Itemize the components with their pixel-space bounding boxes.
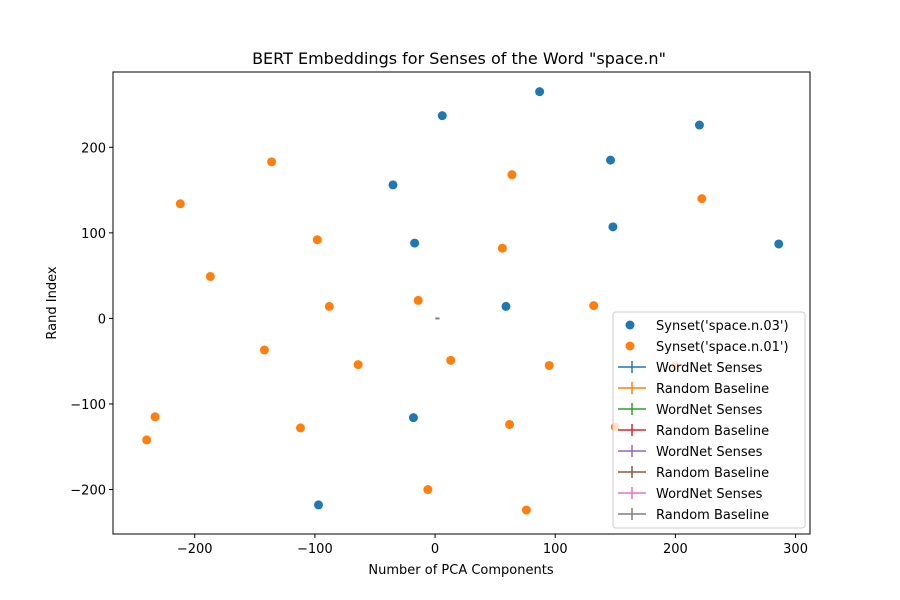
data-point-series-1 [353,360,363,370]
data-point-series-1 [505,419,515,429]
data-point-series-0 [501,301,511,311]
y-tick-label: 200 [81,141,106,156]
data-point-series-0 [408,413,418,423]
data-point-series-1 [507,170,517,180]
data-point-series-0 [437,111,447,121]
data-point-series-1 [205,271,215,281]
legend-label-series-8: WordNet Senses [656,487,763,502]
data-point-series-1 [413,295,423,305]
legend-label-series-0: Synset('space.n.03') [656,319,789,334]
x-tick-label: 0 [431,542,439,557]
y-tick-label: −200 [70,484,106,499]
data-point-series-1 [544,360,554,370]
data-point-series-1 [423,485,433,495]
data-point-series-1 [142,435,152,445]
data-point-series-0 [535,87,545,97]
data-point-series-1 [312,235,322,245]
chart-title: BERT Embeddings for Senses of the Word "… [252,49,666,68]
legend-label-series-7: Random Baseline [656,466,769,481]
data-point-series-1 [521,505,531,515]
legend-label-series-1: Synset('space.n.01') [656,340,789,355]
plot-frame [112,71,811,535]
legend-label-series-2: WordNet Senses [656,361,763,376]
data-point-series-1 [697,194,707,204]
data-point-series-0 [774,239,784,249]
y-tick-label: 0 [98,312,106,327]
x-tick-label: 200 [663,542,688,557]
x-axis-label: Number of PCA Components [368,563,553,578]
data-point-series-1 [497,243,507,253]
data-point-series-1 [259,345,269,355]
legend-label-series-6: WordNet Senses [656,445,763,460]
data-point-series-1 [446,355,456,365]
legend: Synset('space.n.03') Synset('space.n.01')… [612,311,806,529]
axes: −200 −100 0 100 200 300 −200 −100 0 100 200 [70,141,808,557]
data-point-series-1 [150,412,160,422]
legend-label-series-4: WordNet Senses [656,403,763,418]
data-point-series-1 [324,301,334,311]
y-tick-label: 100 [81,227,106,242]
x-tick-label: −200 [177,542,213,557]
y-axis-label: Rand Index [45,266,60,339]
data-point-series-1 [267,157,277,167]
data-point-series-0 [608,222,618,232]
legend-label-series-9: Random Baseline [656,508,769,523]
data-point-series-0 [410,238,420,248]
data-point-series-1 [175,199,185,209]
data-point-series-0 [694,120,704,130]
data-point-series-0 [606,155,616,165]
legend-label-series-3: Random Baseline [656,382,769,397]
x-tick-label: −100 [297,542,333,557]
legend-marker-series-1 [625,341,635,351]
data-point-series-1 [589,301,599,311]
x-tick-label: 100 [543,542,568,557]
data-point-series-1 [295,423,305,433]
legend-label-series-5: Random Baseline [656,424,769,439]
legend-box [612,311,806,529]
plot-marks [142,87,784,515]
y-tick-label: −100 [70,398,106,413]
data-point-series-0 [388,180,398,190]
legend-marker-series-0 [625,320,635,330]
data-point-series-0 [313,500,323,510]
x-tick-label: 300 [783,542,808,557]
